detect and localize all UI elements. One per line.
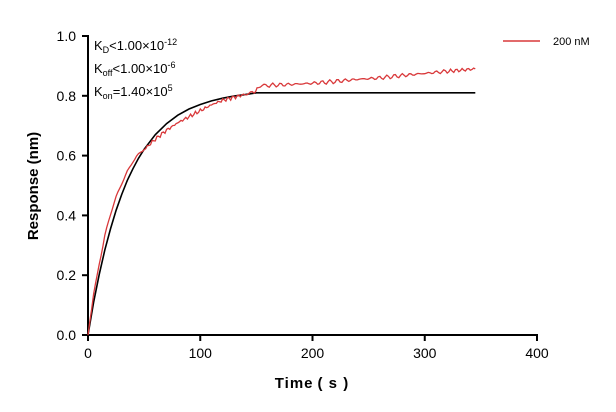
- x-tick-label: 0: [84, 345, 92, 361]
- x-axis-label: Time ( s ): [275, 375, 349, 392]
- y-tick-label: 0.2: [57, 267, 77, 283]
- x-tick-label: 200: [301, 345, 325, 361]
- y-tick-label: 0.6: [57, 148, 77, 164]
- koff-annotation: Koff<1.00×10-6: [94, 60, 176, 78]
- legend-label: 200 nM: [553, 36, 590, 48]
- y-tick-label: 0.8: [57, 88, 77, 104]
- y-tick-label: 1.0: [57, 28, 77, 44]
- x-tick-label: 100: [189, 345, 213, 361]
- y-tick-label: 0.4: [57, 207, 77, 223]
- y-axis-label: Response (nm): [25, 132, 42, 240]
- x-tick-label: 400: [525, 345, 549, 361]
- x-tick-label: 300: [413, 345, 437, 361]
- kon-annotation: Kon=1.40×105: [94, 83, 173, 101]
- fit-curve: [87, 92, 476, 336]
- y-tick-label: 0.0: [57, 327, 77, 343]
- series-line-200nm: [87, 67, 476, 336]
- kd-annotation: KD<1.00×10-12: [94, 37, 178, 55]
